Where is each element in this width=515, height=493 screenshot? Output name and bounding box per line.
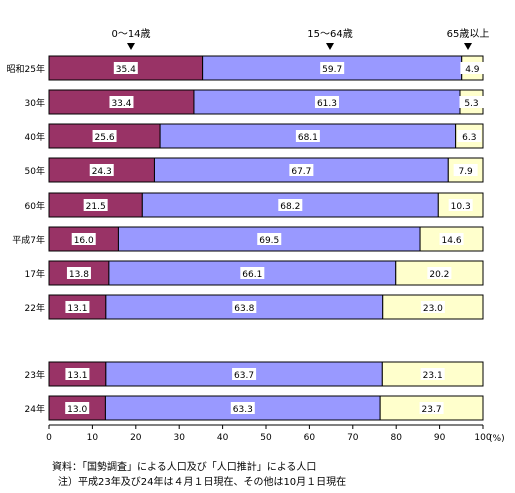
data-label-bg-2-row-7 [240,267,265,279]
data-label-1-row-1: 35.4 [116,65,136,75]
x-tick-label-40: 40 [217,433,229,443]
x-tick-label-20: 20 [130,433,142,443]
data-label-bg-2-row-6 [257,233,282,245]
data-label-bg-1-row-1 [113,62,138,74]
data-label-3-row-7: 20.2 [429,270,449,280]
data-label-bg-2-row-1 [320,62,345,74]
data-label-bg-2-row-5 [278,199,303,211]
data-label-bg-3-row-6 [439,233,464,245]
x-tick-label-100: 100 [474,433,491,443]
x-tick-label-10: 10 [87,433,99,443]
data-label-bg-2-row-8 [232,301,257,313]
data-label-2-row-5: 68.2 [280,202,300,212]
data-label-2-row-3: 68.1 [298,133,318,143]
data-label-bg-3-row-10 [419,402,444,414]
x-tick-label-0: 0 [46,433,52,443]
data-label-3-row-1: 4.9 [465,65,480,75]
data-label-2-row-9: 63.7 [234,371,254,381]
data-label-bg-3-row-9 [420,368,445,380]
data-label-3-row-3: 6.3 [462,133,476,143]
category-label-row-3: 40年 [25,131,45,143]
data-label-1-row-2: 33.4 [111,99,131,109]
x-tick-label-70: 70 [347,433,359,443]
data-label-2-row-2: 61.3 [317,99,337,109]
bar-segment-2-row-1 [202,55,463,81]
category-label-row-10: 24年 [25,403,45,415]
data-label-3-row-10: 23.7 [422,405,442,415]
data-label-bg-3-row-7 [427,267,452,279]
legend-label-1: 0～14歳 [111,28,150,40]
data-label-bg-2-row-3 [295,130,320,142]
x-tick-label-60: 60 [304,433,316,443]
data-label-1-row-4: 24.3 [92,167,112,177]
data-label-2-row-10: 63.3 [233,405,253,415]
legend-label-3: 65歳以上 [447,28,490,40]
data-label-bg-1-row-2 [109,96,134,108]
data-label-3-row-9: 23.1 [423,371,443,381]
category-label-row-6: 平成7年 [12,234,45,246]
footnote: 注）平成23年及び24年は４月１日現在、その他は10月１日現在 [58,477,347,488]
data-label-bg-1-row-8 [65,301,90,313]
data-label-3-row-6: 14.6 [442,236,462,246]
data-label-bg-3-row-4 [453,164,478,176]
data-label-2-row-7: 66.1 [242,270,262,280]
data-label-2-row-4: 67.7 [291,167,311,177]
data-label-1-row-5: 21.5 [86,202,106,212]
source-note: 資料：「国勢調査」による人口及び「人口推計」による人口 [52,462,317,473]
category-label-row-5: 60年 [25,200,45,212]
category-label-row-1: 昭和25年 [7,63,45,75]
data-label-1-row-3: 25.6 [95,133,115,143]
data-label-1-row-7: 13.8 [69,270,89,280]
data-label-2-row-6: 69.5 [259,236,279,246]
data-label-bg-1-row-3 [92,130,117,142]
legend-arrow-1 [127,43,135,50]
legend-arrow-2 [326,43,334,50]
bar-segment-1-row-9 [48,361,107,387]
legend-arrow-3 [464,43,472,50]
data-label-bg-3-row-1 [460,62,485,74]
data-label-bg-2-row-9 [232,368,257,380]
data-label-bg-1-row-9 [65,368,90,380]
x-tick-label-90: 90 [434,433,446,443]
category-label-row-8: 22年 [25,302,45,314]
data-label-bg-1-row-7 [66,267,91,279]
data-label-3-row-5: 10.3 [451,202,471,212]
data-label-bg-3-row-2 [459,96,484,108]
data-label-1-row-8: 13.1 [67,304,87,314]
data-label-bg-2-row-4 [289,164,314,176]
data-label-bg-2-row-2 [314,96,339,108]
x-axis-unit: (%) [489,434,505,444]
category-label-row-2: 30年 [25,97,45,109]
data-label-bg-3-row-8 [420,301,445,313]
x-tick-label-30: 30 [173,433,185,443]
category-label-row-9: 23年 [25,369,45,381]
data-label-bg-3-row-5 [448,199,473,211]
data-label-bg-1-row-5 [83,199,108,211]
data-label-bg-1-row-6 [71,233,96,245]
data-label-3-row-4: 7.9 [458,167,473,177]
data-label-1-row-9: 13.1 [67,371,87,381]
data-label-bg-1-row-4 [89,164,114,176]
data-label-3-row-8: 23.0 [423,304,443,314]
legend-label-2: 15～64歳 [307,28,352,40]
x-tick-label-80: 80 [390,433,402,443]
data-label-2-row-1: 59.7 [322,65,342,75]
data-label-1-row-10: 13.0 [67,405,87,415]
data-label-2-row-8: 63.8 [234,304,254,314]
category-label-row-7: 17年 [25,268,45,280]
data-label-bg-1-row-10 [65,402,90,414]
data-label-bg-3-row-3 [457,130,482,142]
x-tick-label-50: 50 [260,433,272,443]
category-label-row-4: 50年 [25,165,45,177]
data-label-1-row-6: 16.0 [74,236,94,246]
data-label-3-row-2: 5.3 [464,99,478,109]
data-label-bg-2-row-10 [230,402,255,414]
